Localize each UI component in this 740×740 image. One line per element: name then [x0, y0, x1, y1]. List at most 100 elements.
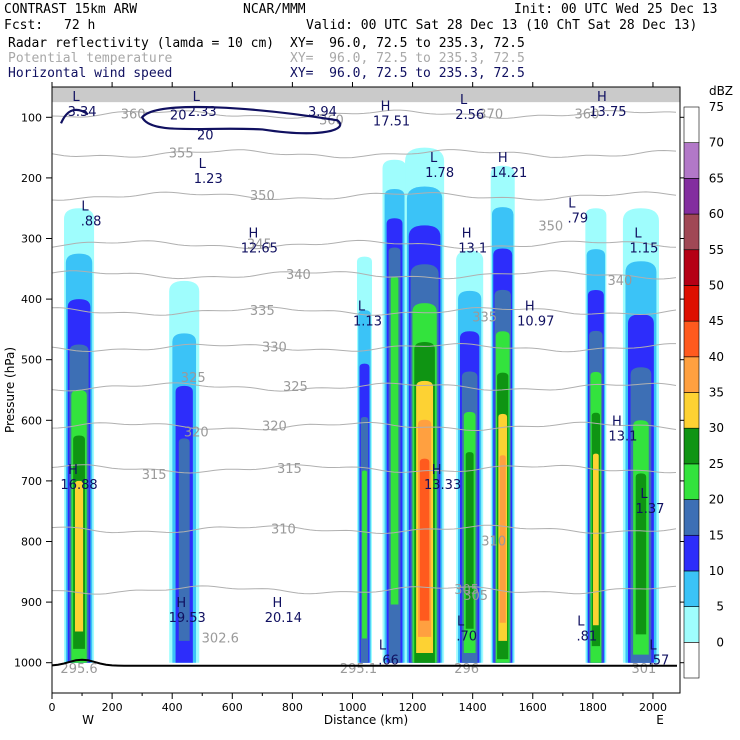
extremum-H-marker-15: H — [525, 299, 535, 314]
theta-label-extra-6: 310 — [481, 535, 506, 550]
y-tick-label-200: 200 — [21, 172, 42, 185]
wind-contour-label-0: 20 — [170, 108, 187, 123]
x-end-label-east: E — [656, 713, 664, 727]
plot-frame — [51, 86, 681, 694]
colorbar-swatch-5 — [683, 606, 700, 643]
field-xy-theta: XY= 96.0, 72.5 to 235.3, 72.5 — [290, 51, 525, 66]
y-tick-label-1000: 1000 — [14, 657, 42, 670]
colorbar-label-20: 20 — [709, 493, 724, 507]
extremum-H-marker-2: H — [597, 90, 607, 105]
x-tick-label-600: 600 — [222, 701, 243, 714]
extremum-value-11: 13.1 — [458, 242, 487, 257]
theta-label-305: 305 — [454, 583, 479, 598]
y-tick-label-400: 400 — [21, 293, 42, 306]
colorbar-unit: dBZ — [709, 84, 733, 98]
extremum-H-marker-16: H — [612, 414, 622, 429]
storm-3-band-5 — [362, 470, 367, 639]
theta-contour-325 — [51, 382, 677, 392]
extremum-value-4: 2.33 — [188, 105, 217, 120]
colorbar-swatch-20 — [683, 499, 700, 536]
colorbar-label-75: 75 — [709, 100, 724, 114]
terrain-surface — [51, 658, 677, 667]
field-xy-reflectivity: XY= 96.0, 72.5 to 235.3, 72.5 — [290, 36, 525, 51]
storm-5-band-9 — [419, 458, 430, 621]
extremum-value-21: 20.14 — [265, 611, 302, 626]
extremum-value-0: 17.51 — [373, 114, 410, 129]
extremum-L-marker-6: L — [199, 157, 207, 172]
extremum-L-marker-19: L — [640, 487, 648, 502]
colorbar-label-0: 0 — [716, 635, 724, 649]
theta-label-extra-0: 320 — [184, 425, 209, 440]
theta-contour-350 — [51, 191, 677, 201]
theta-label-extra-10: 360 — [319, 113, 344, 128]
field-xy-wind: XY= 96.0, 72.5 to 235.3, 72.5 — [290, 66, 525, 81]
colorbar-swatch-50 — [683, 285, 700, 322]
extremum-L-marker-7: L — [430, 151, 438, 166]
colorbar-label-35: 35 — [709, 386, 724, 400]
extremum-value-22: .70 — [456, 629, 477, 644]
extremum-L-marker-13: L — [634, 227, 642, 242]
colorbar-swatch-45 — [683, 320, 700, 358]
extremum-H-marker-0: H — [381, 99, 391, 114]
x-tick-label-1200: 1200 — [399, 701, 427, 714]
theta-label-360: 360 — [574, 107, 599, 122]
x-tick-label-200: 200 — [102, 701, 123, 714]
colorbar-swatch-35 — [683, 392, 700, 429]
extremum-H-marker-17: H — [68, 463, 78, 478]
theta-label-330: 330 — [262, 341, 287, 356]
extremum-value-14: 1.13 — [353, 314, 382, 329]
extremum-value-23: .81 — [577, 629, 598, 644]
extremum-value-12: .79 — [567, 211, 588, 226]
x-tick-label-1400: 1400 — [459, 701, 487, 714]
y-tick-label-300: 300 — [21, 233, 42, 246]
colorbar-swatch-60 — [683, 213, 700, 251]
theta-contours: 355 350 345 340 335 330 325 320 315 310 305 360 320 3… — [51, 87, 680, 677]
field-name-reflectivity: Radar reflectivity (lamda = 10 cm) — [8, 36, 275, 51]
colorbar-swatch-30 — [683, 427, 700, 465]
upper-theta-band — [52, 87, 680, 103]
y-tick-label-700: 700 — [21, 475, 42, 488]
extremum-L-marker-1: L — [460, 93, 468, 108]
theta-contour-330 — [51, 342, 676, 353]
storm-9-band-6 — [635, 473, 647, 635]
extremum-value-7: 1.78 — [425, 166, 454, 181]
colorbar-label-65: 65 — [709, 171, 724, 185]
extremum-L-marker-25: L — [649, 639, 657, 654]
extremum-value-8: 14.21 — [490, 166, 527, 181]
x-tick-label-0: 0 — [49, 701, 56, 714]
extremum-value-20: 19.53 — [169, 611, 206, 626]
x-tick-label-2000: 2000 — [639, 701, 667, 714]
extremum-H-marker-18: H — [432, 463, 442, 478]
storm-4-band-5 — [390, 276, 399, 605]
field-name-theta: Potential temperature — [8, 51, 173, 66]
extremum-value-10: 12.65 — [241, 242, 278, 257]
extremum-H-marker-8: H — [498, 151, 508, 166]
extremum-L-marker-12: L — [568, 196, 576, 211]
colorbar-swatch-70 — [683, 142, 700, 179]
extremum-L-marker-24: L — [379, 639, 387, 654]
x-tick-label-1000: 1000 — [338, 701, 366, 714]
theta-label-extra-15: 302.6 — [202, 631, 239, 646]
theta-contour-305 — [52, 585, 677, 595]
theta-label-extra-7: 305 — [463, 589, 488, 604]
colorbar-swatch-55 — [683, 249, 700, 286]
wind-contour-20 — [60, 105, 342, 135]
y-tick-label-800: 800 — [21, 536, 42, 549]
init-time: Init: 00 UTC Wed 25 Dec 13 — [514, 2, 718, 17]
colorbar-swatch-15 — [683, 534, 700, 572]
extremum-H-marker-21: H — [272, 596, 282, 611]
theta-label-extra-11: 295.1 — [340, 662, 377, 677]
colorbar-swatch-65 — [683, 178, 700, 215]
extremum-value-18: 13.33 — [424, 478, 461, 493]
y-tick-label-900: 900 — [21, 596, 42, 609]
theta-contour-355 — [51, 149, 677, 159]
extremum-H-marker-20: H — [176, 596, 186, 611]
extremum-value-15: 10.97 — [517, 314, 554, 329]
org-label: NCAR/MMM — [243, 2, 306, 17]
theta-label-340: 340 — [286, 268, 311, 283]
theta-label-310: 310 — [271, 522, 296, 537]
storm-1-band-7 — [74, 480, 84, 632]
theta-contour-310 — [51, 524, 677, 535]
